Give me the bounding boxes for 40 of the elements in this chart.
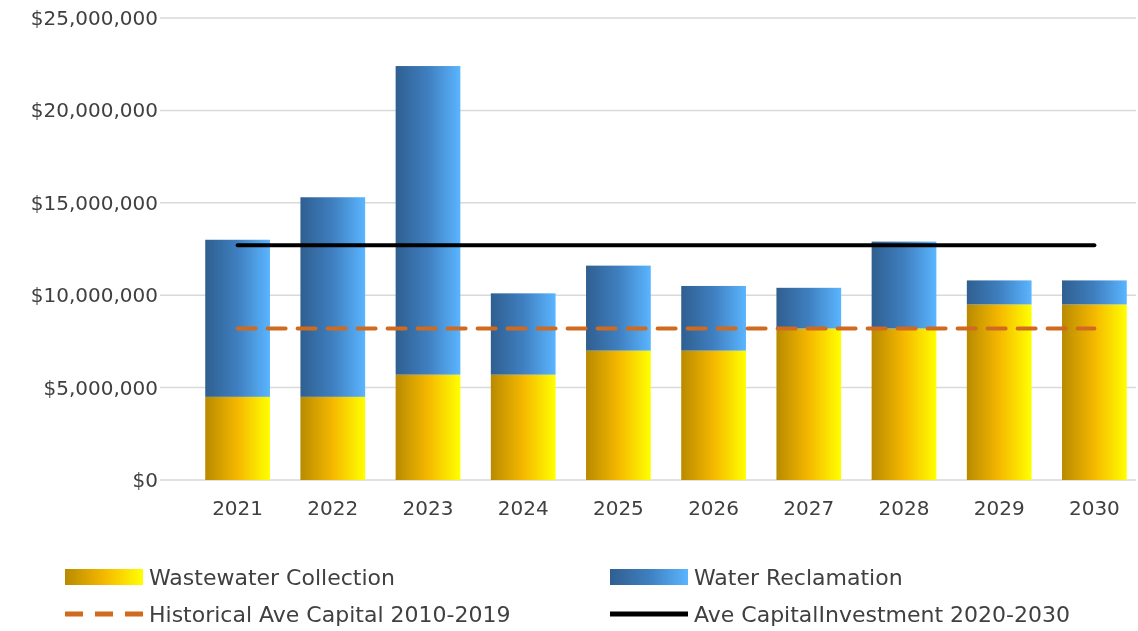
- legend-label: Historical Ave Capital 2010-2019: [149, 601, 511, 627]
- y-tick-label: $15,000,000: [30, 190, 158, 215]
- bar: [300, 197, 366, 397]
- y-tick-label: $25,000,000: [30, 6, 158, 30]
- x-tick-label: 2022: [307, 496, 359, 520]
- bar: [586, 350, 651, 480]
- bar: [681, 285, 746, 351]
- bar: [205, 396, 270, 480]
- legend-label: Water Reclamation: [694, 564, 903, 590]
- bar: [586, 265, 651, 351]
- bar: [395, 66, 461, 375]
- x-tick-label: 2024: [497, 496, 549, 520]
- bar: [871, 241, 937, 329]
- y-tick-label: $10,000,000: [30, 283, 158, 308]
- y-tick-label: $0: [132, 468, 158, 492]
- x-tick-label: 2027: [783, 496, 835, 520]
- x-tick-label: 2025: [592, 496, 644, 520]
- x-tick-label: 2028: [878, 496, 930, 520]
- bar: [1062, 280, 1127, 305]
- x-tick-label: 2026: [688, 496, 740, 520]
- bar: [490, 293, 556, 375]
- bar: [776, 287, 842, 329]
- bar: [395, 374, 461, 480]
- legend-label: Ave CapitalInvestment 2020-2030: [694, 601, 1070, 627]
- bar: [205, 239, 270, 397]
- x-tick-label: 2021: [212, 496, 264, 520]
- y-tick-label: $20,000,000: [30, 98, 158, 123]
- bar: [966, 304, 1032, 480]
- bar: [871, 328, 937, 480]
- y-tick-label: $5,000,000: [43, 375, 158, 400]
- bar: [966, 280, 1032, 305]
- bar: [490, 374, 556, 480]
- bar: [681, 350, 746, 480]
- x-tick-label: 2023: [402, 496, 454, 520]
- x-tick-label: 2030: [1068, 496, 1120, 520]
- legend-label: Wastewater Collection: [149, 564, 395, 590]
- x-tick-label: 2029: [973, 496, 1025, 520]
- bar: [776, 328, 842, 480]
- bar: [300, 396, 366, 480]
- bar: [1062, 304, 1127, 480]
